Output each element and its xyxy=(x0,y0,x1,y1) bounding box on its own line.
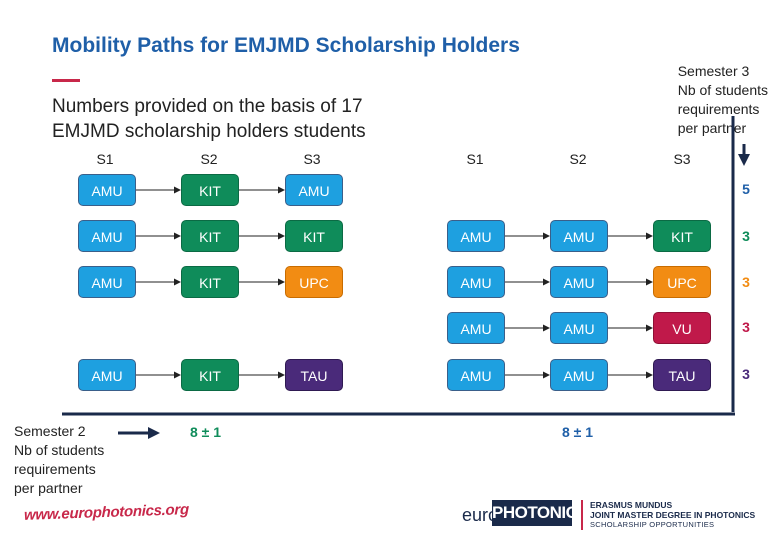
right-path-1-s2-node: AMU xyxy=(550,220,608,252)
logo-line-3: SCHOLARSHIP OPPORTUNITIES xyxy=(590,520,715,529)
left-path-1-s1-node: AMU xyxy=(78,174,136,206)
left-path-4-s1-node: AMU xyxy=(78,359,136,391)
left-col-header-s2: S2 xyxy=(200,151,218,167)
semester2-note-line-4: per partner xyxy=(14,480,83,496)
logo-euro-text: euro xyxy=(462,505,499,525)
right-path-4-s1-node: AMU xyxy=(447,359,505,391)
semester3-note-line-1: Semester 3 xyxy=(677,63,750,79)
left-path-4-s2-node: KIT xyxy=(181,359,239,391)
s3-count-vu: 3 xyxy=(742,319,750,335)
s3-count-amu: 5 xyxy=(742,181,750,197)
semester2-note-line-2: Nb of students xyxy=(14,442,105,458)
right-path-1-s3-node: KIT xyxy=(653,220,711,252)
right-path-3-s1-node: AMU xyxy=(447,312,505,344)
semester2-note: Semester 2 Nb of students requirements p… xyxy=(14,422,104,498)
right-col-header-s1: S1 xyxy=(466,151,484,167)
left-path-2-s1-node: AMU xyxy=(78,220,136,252)
flow-arrows xyxy=(136,186,653,379)
logo-photonics: PHOTONICS xyxy=(492,500,589,526)
right-col-header-s3: S3 xyxy=(673,151,691,167)
right-path-1-s1-node: AMU xyxy=(447,220,505,252)
left-path-2-s3-node: KIT xyxy=(285,220,343,252)
semester2-note-line-3: requirements xyxy=(14,461,96,477)
left-path-2-s2-node: KIT xyxy=(181,220,239,252)
right-path-4-s3-node: TAU xyxy=(653,359,711,391)
left-path-3-s1-node: AMU xyxy=(78,266,136,298)
left-path-1-s2-node: KIT xyxy=(181,174,239,206)
s3-count-kit: 3 xyxy=(742,228,750,244)
right-path-3-s3-node: VU xyxy=(653,312,711,344)
left-path-3-s2-node: KIT xyxy=(181,266,239,298)
subtitle: Numbers provided on the basis of 17 EMJM… xyxy=(52,94,432,144)
semester3-note-line-2: Nb of students xyxy=(677,82,768,98)
s3-count-tau: 3 xyxy=(742,366,750,382)
logo-line-1: ERASMUS MUNDUS xyxy=(590,500,673,510)
left-path-3-s3-node: UPC xyxy=(285,266,343,298)
right-col-header-s2: S2 xyxy=(569,151,587,167)
semester2-note-line-1: Semester 2 xyxy=(14,423,86,439)
left-col-header-s3: S3 xyxy=(303,151,321,167)
title-accent-bar xyxy=(52,79,80,82)
left-path-4-s3-node: TAU xyxy=(285,359,343,391)
right-path-3-s2-node: AMU xyxy=(550,312,608,344)
logo-separator xyxy=(581,500,583,530)
s2-right-sum: 8 ± 1 xyxy=(562,424,594,440)
right-path-2-s2-node: AMU xyxy=(550,266,608,298)
semester3-note: Semester 3 Nb of students requirements p… xyxy=(678,62,768,138)
right-path-2-s1-node: AMU xyxy=(447,266,505,298)
s3-count-upc: 3 xyxy=(742,274,750,290)
right-path-2-s3-node: UPC xyxy=(653,266,711,298)
page-title: Mobility Paths for EMJMD Scholarship Hol… xyxy=(52,34,520,57)
logo-line-2: JOINT MASTER DEGREE IN PHOTONICS xyxy=(590,510,756,520)
subtitle-line-2: EMJMD scholarship holders students xyxy=(52,121,366,142)
left-path-1-s3-node: AMU xyxy=(285,174,343,206)
right-path-4-s2-node: AMU xyxy=(550,359,608,391)
semester3-note-line-4: per partner xyxy=(677,120,747,136)
semester3-note-line-3: requirements xyxy=(677,101,760,117)
s2-left-sum: 8 ± 1 xyxy=(190,424,222,440)
subtitle-line-1: Numbers provided on the basis of 17 xyxy=(52,96,363,117)
left-col-header-s1: S1 xyxy=(96,151,114,167)
